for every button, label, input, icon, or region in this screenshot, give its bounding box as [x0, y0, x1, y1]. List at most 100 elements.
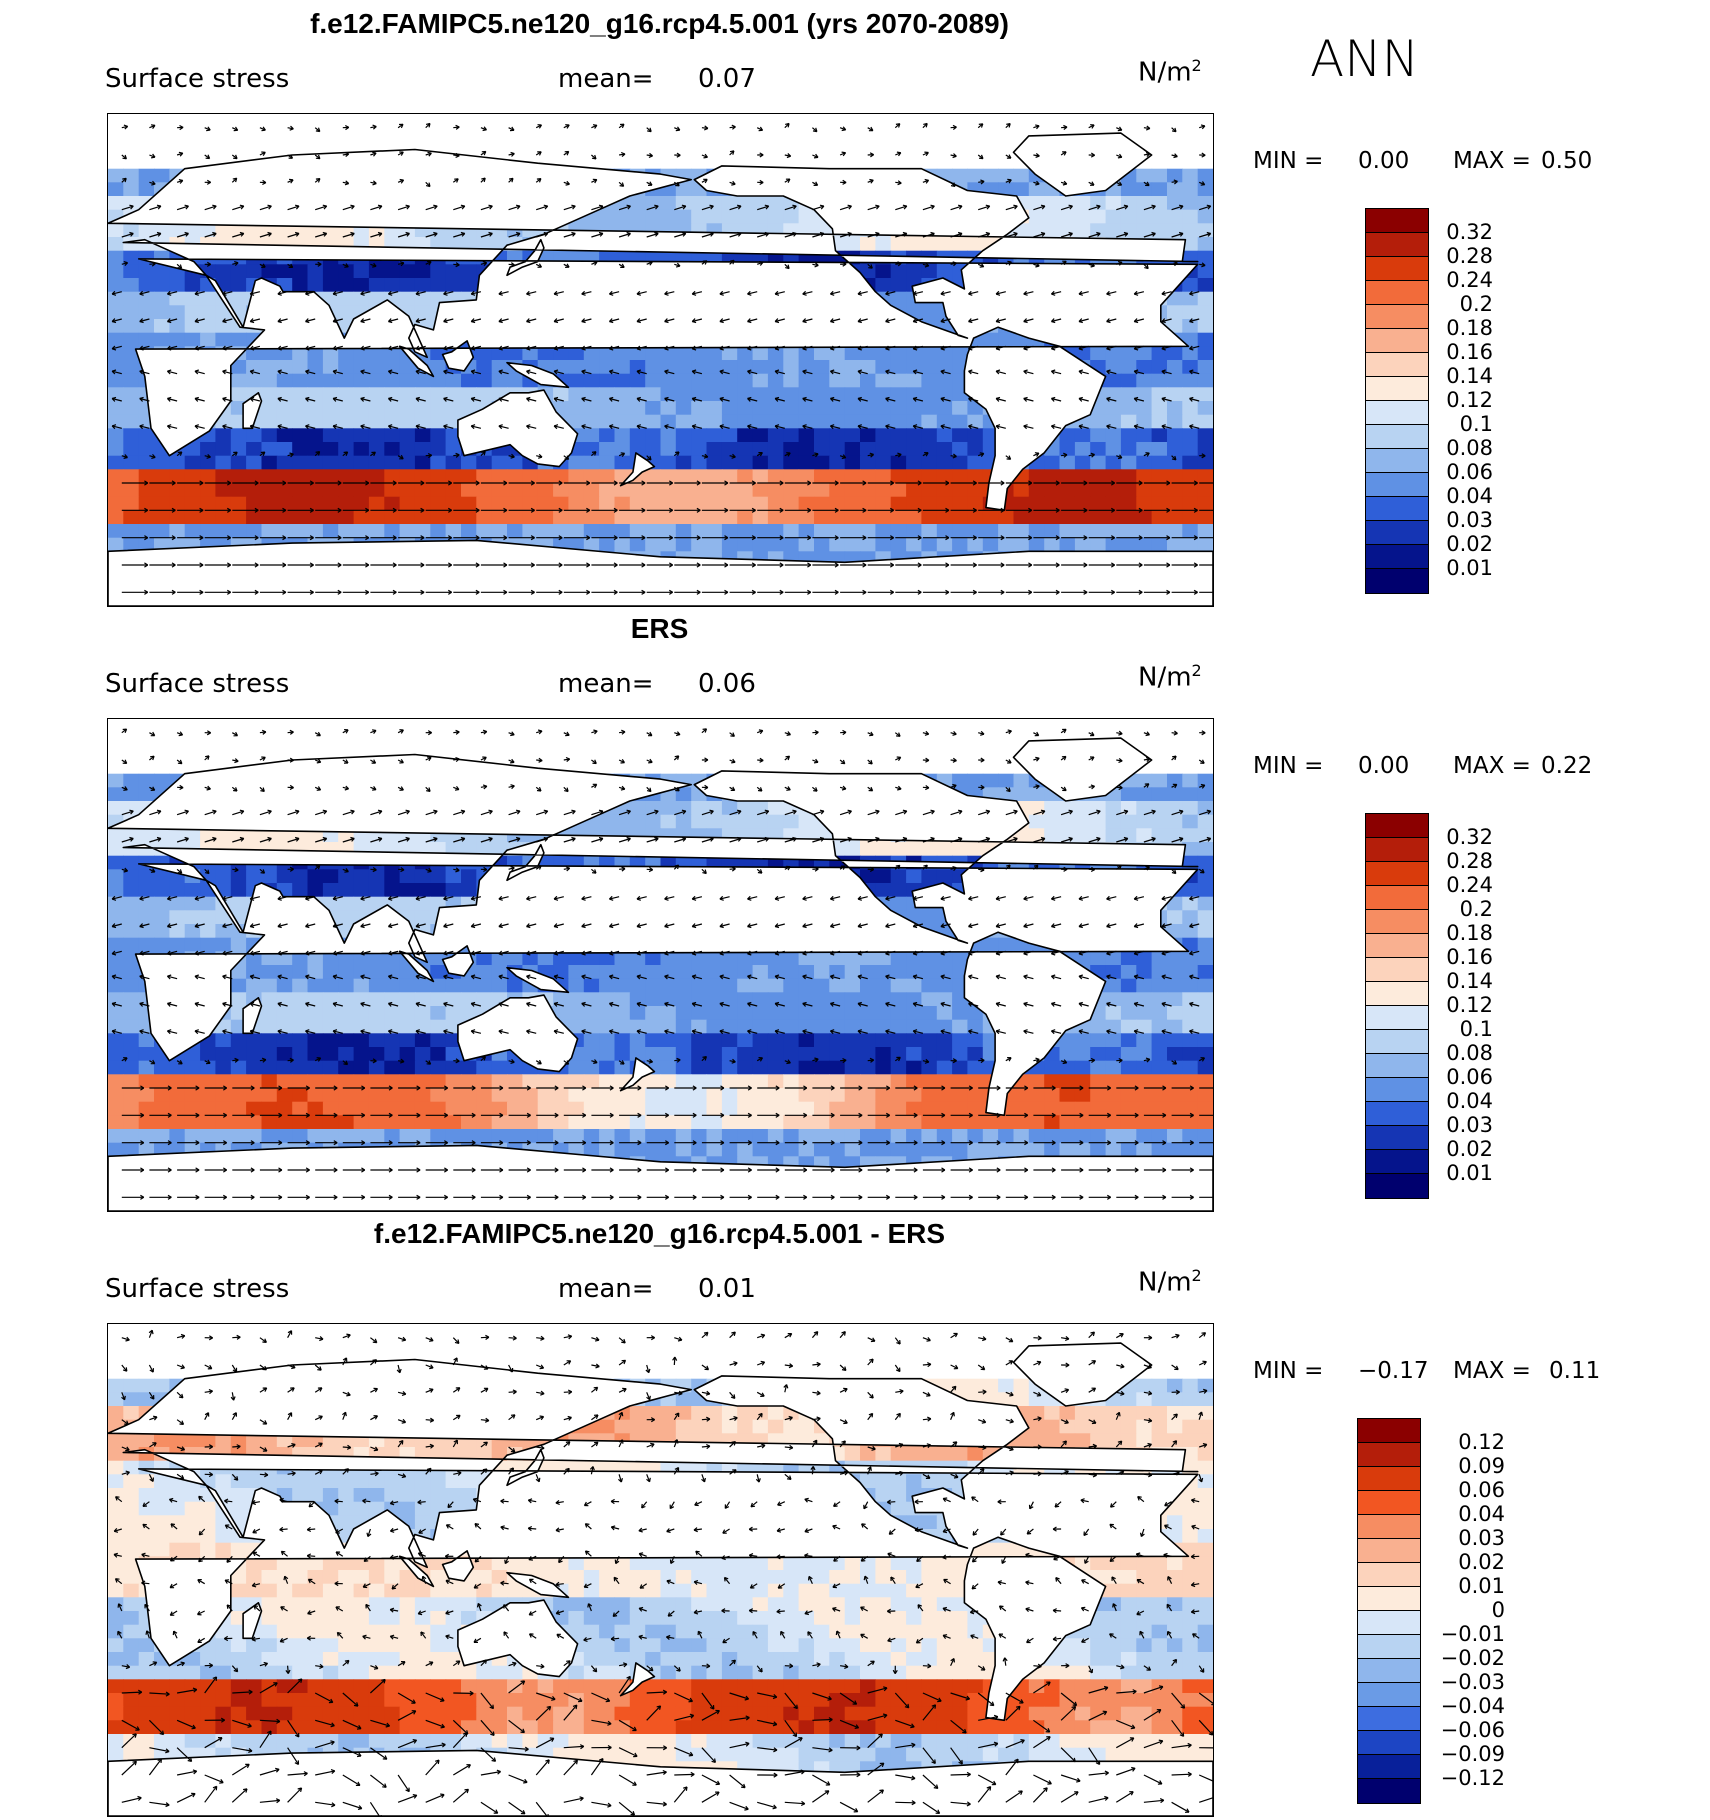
field-cell: [629, 1142, 646, 1157]
field-cell: [461, 1129, 477, 1144]
field-cell: [614, 1060, 631, 1075]
field-cell: [353, 1047, 370, 1062]
field-cell: [645, 496, 662, 511]
field-cell: [414, 469, 431, 484]
field-cell: [568, 360, 585, 375]
field-cell: [875, 469, 892, 484]
field-cell: [645, 483, 662, 498]
field-cell: [982, 1115, 999, 1130]
colorbar-swatch: [1366, 910, 1428, 934]
field-cell: [645, 401, 662, 416]
field-cell: [261, 496, 278, 511]
field-cell: [123, 291, 140, 306]
field-cell: [368, 951, 385, 966]
field-cell: [645, 524, 662, 539]
field-cell: [476, 965, 493, 980]
field-cell: [246, 1047, 262, 1062]
field-cell: [230, 978, 247, 993]
field-cell: [414, 401, 431, 416]
field-cell: [215, 264, 232, 279]
field-cell: [691, 1060, 708, 1075]
field-cell: [706, 496, 723, 511]
field-cell: [675, 1406, 692, 1421]
field-cell: [1074, 209, 1091, 224]
field-cell: [1105, 455, 1122, 470]
field-cell: [614, 1006, 631, 1021]
field-cell: [476, 455, 493, 470]
field-cell: [675, 469, 692, 484]
field-cell: [368, 869, 385, 884]
field-cell: [1182, 510, 1199, 525]
field-cell: [338, 1033, 355, 1048]
field-cell: [200, 1115, 216, 1130]
field-cell: [1197, 455, 1213, 470]
field-cell: [629, 1115, 646, 1130]
field-cell: [1044, 496, 1061, 511]
field-cell: [1136, 992, 1153, 1007]
field-cell: [1167, 828, 1183, 843]
field-cell: [752, 1129, 769, 1144]
field-cell: [1044, 1406, 1061, 1421]
field-cell: [1120, 965, 1137, 980]
field-cell: [368, 992, 385, 1007]
field-cell: [430, 373, 447, 388]
field-cell: [353, 346, 370, 361]
field-cell: [568, 1060, 585, 1075]
field-cell: [875, 842, 892, 857]
field-cell: [890, 1129, 907, 1144]
field-cell: [844, 1060, 861, 1075]
field-cell: [568, 951, 585, 966]
field-cell: [890, 951, 907, 966]
field-cell: [1182, 814, 1199, 829]
field-cell: [814, 1047, 830, 1062]
field-cell: [261, 428, 278, 443]
field-cell: [783, 510, 800, 525]
field-cell: [399, 455, 416, 470]
field-cell: [368, 496, 385, 511]
field-cell: [629, 1419, 646, 1434]
field-cell: [952, 842, 968, 857]
field-cell: [1182, 1129, 1199, 1144]
field-cell: [691, 1419, 708, 1434]
field-cell: [307, 346, 324, 361]
field-cell: [936, 1129, 953, 1144]
field-cell: [936, 483, 953, 498]
field-cell: [445, 1129, 462, 1144]
field-cell: [215, 1033, 232, 1048]
field-cell: [108, 883, 124, 898]
field-cell: [660, 428, 677, 443]
field-cell: [414, 496, 431, 511]
field-cell: [1090, 209, 1107, 224]
field-cell: [338, 896, 355, 911]
field-cell: [921, 1006, 938, 1021]
field-cell: [583, 510, 600, 525]
field-cell: [1074, 496, 1091, 511]
field-cell: [138, 469, 155, 484]
field-cell: [1197, 1142, 1213, 1157]
field-cell: [691, 524, 708, 539]
field-cell: [200, 496, 216, 511]
colorbar-swatch: [1366, 353, 1428, 377]
field-cell: [445, 469, 462, 484]
field-cell: [368, 883, 385, 898]
field-cell: [906, 869, 922, 884]
field-cell: [1059, 814, 1076, 829]
field-cell: [675, 787, 692, 802]
field-cell: [599, 1142, 615, 1157]
field-cell: [399, 373, 416, 388]
field-cell: [645, 414, 662, 429]
field-cell: [1151, 428, 1168, 443]
field-cell: [1197, 346, 1213, 361]
field-cell: [1074, 1101, 1091, 1116]
field-cell: [675, 801, 692, 816]
field-cell: [798, 1115, 815, 1130]
field-cell: [890, 237, 907, 252]
colorbar-swatch: [1366, 257, 1428, 281]
field-cell: [936, 455, 953, 470]
field-cell: [414, 510, 431, 525]
field-cell: [767, 373, 784, 388]
field-cell: [138, 168, 155, 183]
field-cell: [537, 951, 554, 966]
field-cell: [875, 264, 892, 279]
field-cell: [1182, 883, 1199, 898]
